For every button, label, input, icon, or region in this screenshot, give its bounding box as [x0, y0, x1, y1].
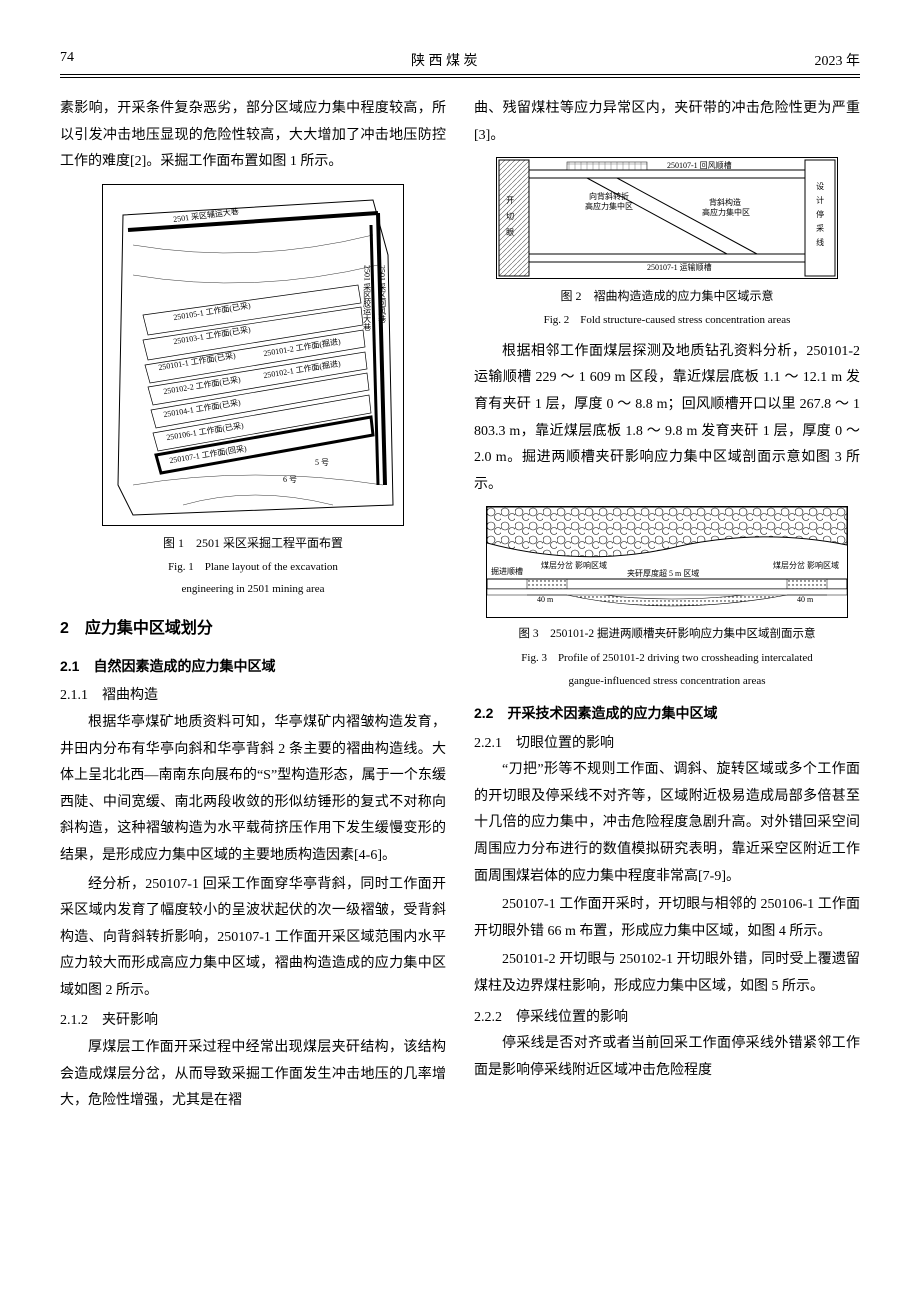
left-column: 素影响，开采条件复杂恶劣，部分区域应力集中程度较高，所以引发冲击地压显现的危险性…: [60, 96, 446, 1117]
subsubsection-2-1-1: 2.1.1 褶曲构造: [60, 683, 446, 710]
fig3-l3: 夹矸厚度超 5 m 区域: [627, 569, 699, 579]
para-212: 厚煤层工作面开采过程中经常出现煤层夹矸结构，该结构会造成煤层分岔，从而导致采掘工…: [60, 1035, 446, 1115]
fig2-right-label: 设 计 停 采 线: [815, 182, 825, 248]
pub-year: 2023 年: [815, 50, 861, 70]
fig1-svg: [103, 185, 403, 525]
fig2-left-label: 开 切 眼: [505, 196, 515, 239]
journal-name: 陕 西 煤 炭: [411, 50, 478, 70]
fig3-d2: 40 m: [797, 595, 813, 605]
para-after-fig2: 根据相邻工作面煤层探测及地质钻孔资料分析，250101-2 运输顺槽 229 ～…: [474, 339, 860, 499]
subsection-2-2: 2.2 开采技术因素造成的应力集中区域: [474, 700, 860, 727]
subsubsection-2-2-1: 2.2.1 切眼位置的影响: [474, 731, 860, 758]
header-rule: [60, 74, 860, 78]
fig1-label-right1: 2501 采区胶运大巷: [362, 265, 372, 331]
fig1-n5: 5 号: [315, 458, 329, 468]
fig2-svg: [497, 158, 837, 278]
page-number: 74: [60, 50, 74, 70]
fig1-n6: 6 号: [283, 475, 297, 485]
subsection-2-1: 2.1 自然因素造成的应力集中区域: [60, 653, 446, 680]
fig2-box2a: 背斜构造: [709, 198, 741, 208]
fig2-box2b: 高应力集中区: [702, 208, 750, 218]
para-211: 根据华亭煤矿地质资料可知，华亭煤矿内褶皱构造发育，井田内分布有华亭向斜和华亭背斜…: [60, 710, 446, 870]
fig2-caption-en: Fig. 2 Fold structure-caused stress conc…: [474, 310, 860, 331]
fig3-caption-en2: gangue-influenced stress concentration a…: [474, 671, 860, 692]
fig3-caption-en1: Fig. 3 Profile of 250101-2 driving two c…: [474, 648, 860, 669]
fig2-top-label: 250107-1 回风顺槽: [667, 161, 732, 171]
fig3-caption-cn: 图 3 250101-2 掘进两顺槽夹矸影响应力集中区域剖面示意: [474, 624, 860, 646]
para-221c: 250101-2 开切眼与 250102-1 开切眼外错，同时受上覆遗留煤柱及边…: [474, 947, 860, 1000]
fig2-box1a: 向背斜转折: [589, 192, 629, 202]
para-cont: 曲、残留煤柱等应力异常区内，夹矸带的冲击危险性更为严重[3]。: [474, 96, 860, 149]
figure-1: 2501 采区辅运大巷 2501 采区胶运大巷 2501 采区回风巷 25010…: [102, 184, 404, 526]
fig1-caption-en1: Fig. 1 Plane layout of the excavation: [60, 557, 446, 578]
figure-2: 开 切 眼 设 计 停 采 线 250107-1 回风顺槽 250107-1 运…: [496, 157, 838, 279]
subsubsection-2-2-2: 2.2.2 停采线位置的影响: [474, 1005, 860, 1032]
fig3-l4: 煤层分岔 影响区域: [773, 561, 839, 571]
fig2-bottom-label: 250107-1 运输顺槽: [647, 263, 712, 273]
subsubsection-2-1-2: 2.1.2 夹矸影响: [60, 1008, 446, 1035]
para-221a: “刀把”形等不规则工作面、调斜、旋转区域或多个工作面的开切眼及停采线不对齐等，区…: [474, 757, 860, 890]
fig2-caption-cn: 图 2 褶曲构造造成的应力集中区域示意: [474, 285, 860, 308]
fig1-caption-cn: 图 1 2501 采区采掘工程平面布置: [60, 532, 446, 555]
para-intro: 素影响，开采条件复杂恶劣，部分区域应力集中程度较高，所以引发冲击地压显现的危险性…: [60, 96, 446, 176]
fig3-l2: 煤层分岔 影响区域: [541, 561, 607, 571]
fig1-caption-en2: engineering in 2501 mining area: [60, 579, 446, 600]
para-211b: 经分析，250107-1 回采工作面穿华亭背斜，同时工作面开采区域内发育了幅度较…: [60, 872, 446, 1005]
fig1-label-right2: 2501 采区回风巷: [377, 265, 387, 323]
fig2-box1b: 高应力集中区: [585, 202, 633, 212]
right-column: 曲、残留煤柱等应力异常区内，夹矸带的冲击危险性更为严重[3]。: [474, 96, 860, 1117]
fig3-d1: 40 m: [537, 595, 553, 605]
para-222: 停采线是否对齐或者当前回采工作面停采线外错紧邻工作面是影响停采线附近区域冲击危险…: [474, 1031, 860, 1084]
section-2: 2 应力集中区域划分: [60, 614, 446, 644]
figure-3: 掘进顺槽 煤层分岔 影响区域 夹矸厚度超 5 m 区域 煤层分岔 影响区域 40…: [486, 506, 848, 618]
para-221b: 250107-1 工作面开采时，开切眼与相邻的 250106-1 工作面开切眼外…: [474, 892, 860, 945]
fig3-l1: 掘进顺槽: [491, 567, 523, 577]
